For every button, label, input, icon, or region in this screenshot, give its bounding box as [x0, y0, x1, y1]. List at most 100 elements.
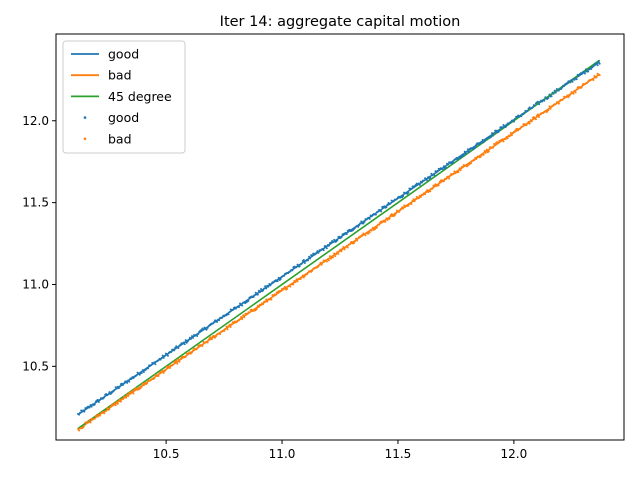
scatter-point-bad	[470, 162, 473, 165]
scatter-point-good	[410, 187, 413, 190]
scatter-point-good	[123, 382, 126, 385]
scatter-point-bad	[557, 102, 560, 105]
scatter-point-bad	[402, 207, 405, 210]
scatter-point-bad	[418, 194, 421, 197]
scatter-point-bad	[319, 261, 322, 264]
scatter-point-bad	[580, 85, 583, 88]
scatter-point-bad	[229, 325, 232, 328]
scatter-point-bad	[178, 360, 181, 363]
scatter-point-good	[550, 95, 553, 98]
scatter-point-bad	[82, 426, 85, 429]
scatter-point-bad	[425, 190, 428, 193]
scatter-point-good	[325, 247, 328, 250]
scatter-point-bad	[301, 274, 304, 277]
scatter-point-good	[582, 71, 585, 74]
scatter-point-good	[585, 68, 588, 71]
scatter-point-bad	[164, 368, 167, 371]
chart-title: Iter 14: aggregate capital motion	[220, 14, 461, 30]
y-tick-label: 11.0	[22, 277, 49, 291]
scatter-point-bad	[225, 325, 228, 328]
scatter-point-good	[595, 62, 598, 65]
scatter-point-bad	[226, 328, 229, 331]
scatter-point-bad	[77, 427, 80, 430]
scatter-point-good	[593, 64, 596, 67]
scatter-point-bad	[246, 312, 249, 315]
scatter-point-good	[295, 266, 298, 269]
scatter-point-bad	[294, 281, 297, 284]
scatter-point-bad	[317, 265, 320, 268]
scatter-point-bad	[163, 370, 166, 373]
legend: good bad 45 degree good bad	[62, 40, 186, 154]
scatter-point-bad	[519, 127, 522, 130]
scatter-point-good	[216, 321, 219, 324]
scatter-point-bad	[364, 234, 367, 237]
scatter-point-good	[203, 326, 206, 329]
scatter-point-bad	[480, 154, 483, 157]
scatter-point-bad	[106, 407, 109, 410]
scatter-point-bad	[142, 384, 145, 387]
scatter-point-bad	[508, 135, 511, 138]
scatter-point-good	[302, 259, 305, 262]
scatter-point-good	[317, 251, 320, 254]
scatter-point-bad	[157, 375, 160, 378]
scatter-point-good	[407, 191, 410, 194]
scatter-point-bad	[390, 213, 393, 216]
scatter-point-bad	[215, 335, 218, 338]
scatter-point-bad	[88, 419, 91, 422]
scatter-point-bad	[243, 316, 246, 319]
scatter-point-good	[196, 334, 199, 337]
scatter-point-bad	[411, 199, 414, 202]
scatter-point-good	[442, 165, 445, 168]
scatter-point-good	[492, 134, 495, 137]
scatter-point-good	[520, 115, 523, 118]
scatter-point-bad	[259, 304, 262, 307]
scatter-point-bad	[421, 193, 424, 196]
scatter-point-good	[173, 349, 176, 352]
scatter-point-bad	[484, 151, 487, 154]
scatter-point-bad	[549, 107, 552, 110]
scatter-point-bad	[356, 239, 359, 242]
legend-label: good	[108, 47, 139, 62]
scatter-point-good	[392, 200, 395, 203]
scatter-point-bad	[112, 403, 115, 406]
scatter-point-good	[121, 383, 124, 386]
scatter-point-bad	[333, 252, 336, 255]
scatter-point-bad	[573, 89, 576, 92]
scatter-point-good	[268, 282, 271, 285]
scatter-point-bad	[475, 157, 478, 160]
scatter-point-bad	[376, 226, 378, 229]
scatter-point-bad	[325, 260, 328, 263]
scatter-point-good	[303, 262, 306, 265]
scatter-point-good	[202, 328, 205, 331]
scatter-point-good	[116, 385, 119, 388]
scatter-point-good	[426, 179, 429, 182]
scatter-point-good	[330, 241, 332, 244]
scatter-point-good	[433, 174, 436, 177]
scatter-point-good	[212, 321, 215, 324]
scatter-point-bad	[264, 300, 267, 303]
scatter-point-bad	[533, 116, 536, 119]
scatter-point-bad	[424, 193, 427, 196]
scatter-point-bad	[554, 103, 557, 106]
scatter-point-bad	[569, 93, 572, 96]
scatter-point-good	[153, 361, 156, 364]
scatter-point-bad	[525, 124, 528, 127]
scatter-point-bad	[384, 220, 387, 223]
x-tick-label: 12.0	[501, 447, 528, 461]
legend-label: good	[108, 110, 139, 125]
scatter-point-good	[332, 241, 335, 244]
scatter-point-good	[259, 288, 262, 290]
scatter-point-bad	[497, 141, 500, 144]
scatter-point-good	[205, 328, 208, 331]
scatter-point-good	[322, 249, 325, 252]
scatter-point-good	[113, 388, 116, 391]
scatter-point-good	[427, 176, 430, 179]
scatter-point-bad	[114, 404, 117, 407]
scatter-point-bad	[565, 96, 568, 99]
scatter-point-good	[533, 104, 536, 107]
scatter-point-good	[402, 195, 405, 198]
scatter-point-good	[436, 169, 439, 172]
scatter-point-bad	[566, 94, 569, 97]
scatter-point-bad	[96, 415, 99, 418]
legend-box	[62, 40, 186, 154]
